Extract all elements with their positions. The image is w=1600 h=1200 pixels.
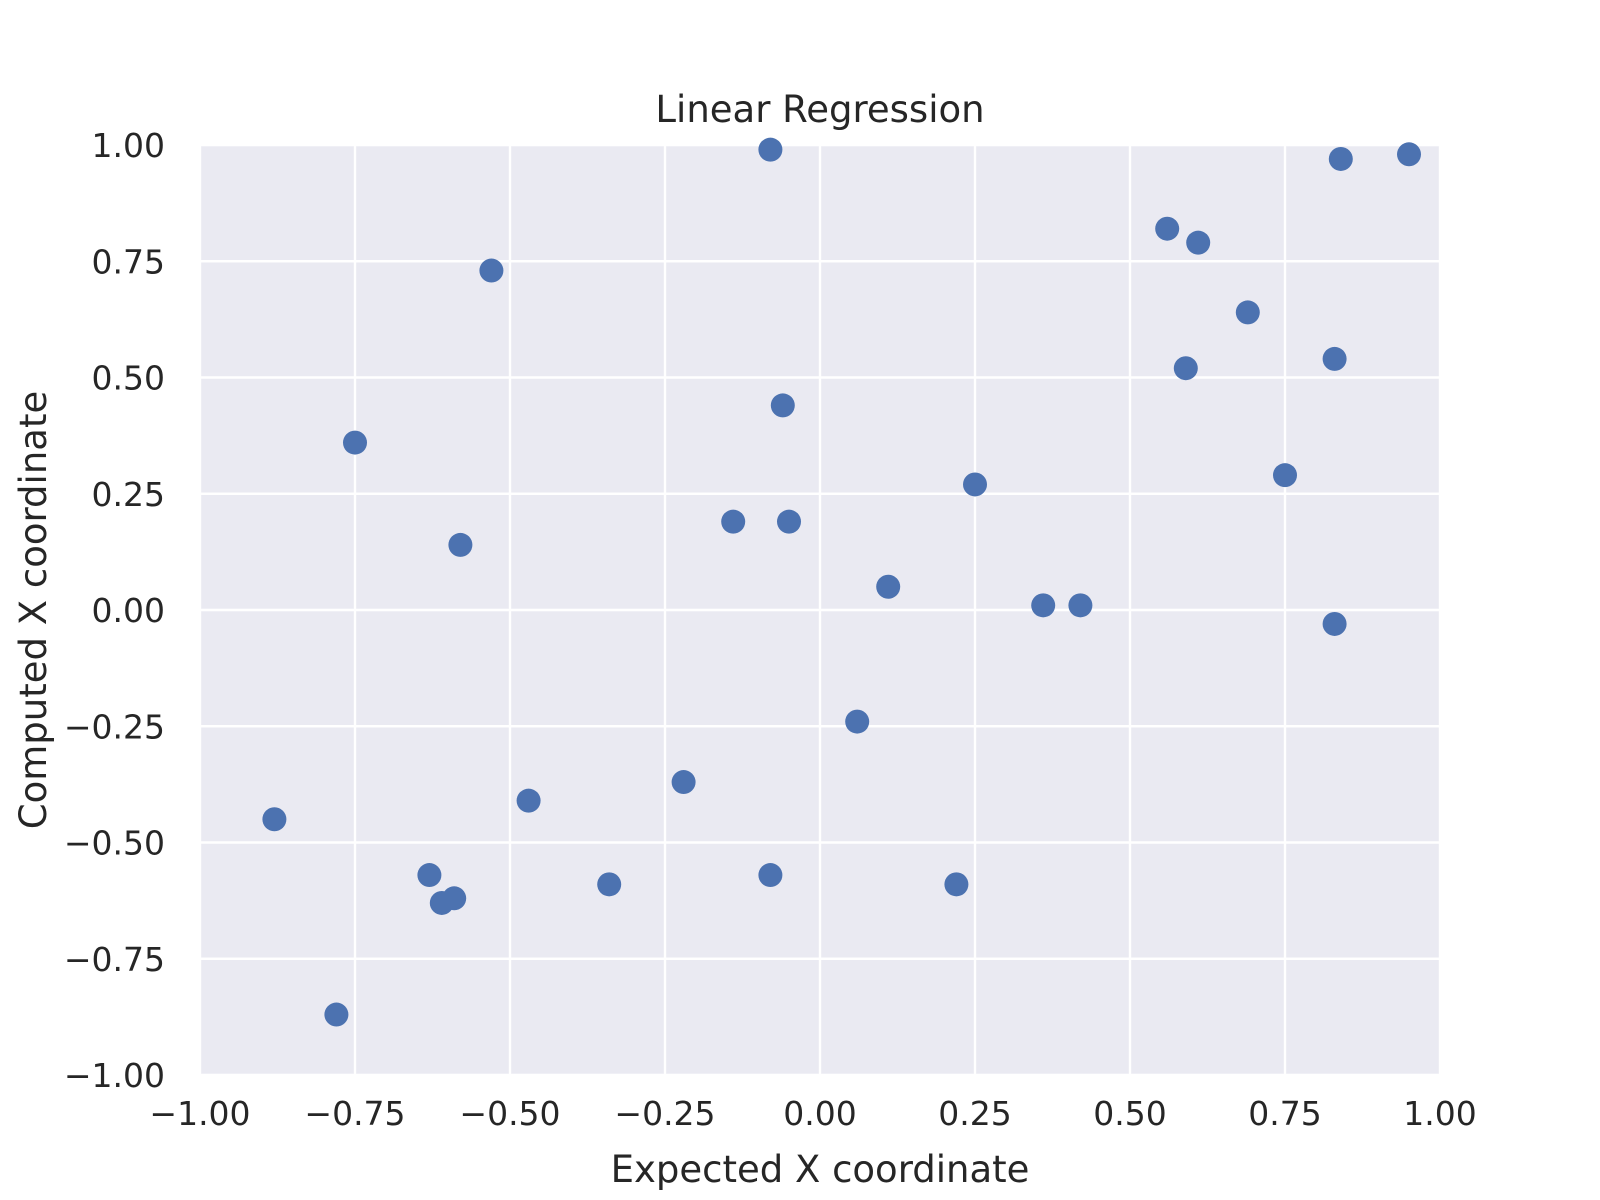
scatter-point [1173, 356, 1198, 381]
scatter-point [479, 258, 504, 283]
data-points [262, 137, 1421, 1027]
x-tick-label: −0.50 [459, 1094, 560, 1133]
scatter-point [262, 807, 287, 832]
scatter-point [1235, 300, 1260, 325]
scatter-point [1322, 346, 1347, 371]
y-axis-label: Computed X coordinate [12, 391, 55, 829]
x-tick-label: 0.50 [1093, 1094, 1166, 1133]
x-tick-label: −1.00 [149, 1094, 250, 1133]
x-tick-label: 0.00 [783, 1094, 856, 1133]
scatter-point [1186, 230, 1211, 255]
scatter-point [1155, 216, 1180, 241]
scatter-point [448, 532, 473, 557]
y-tick-label: −0.25 [64, 707, 165, 746]
scatter-point [671, 770, 696, 795]
scatter-point [1322, 611, 1347, 636]
scatter-point [429, 890, 454, 915]
scatter-point [417, 863, 442, 888]
y-tick-label: −0.50 [64, 824, 165, 863]
y-tick-label: −1.00 [64, 1056, 165, 1095]
y-tick-label: −0.75 [64, 940, 165, 979]
scatter-point [944, 872, 969, 897]
x-tick-label: −0.25 [614, 1094, 715, 1133]
scatter-point [1273, 463, 1297, 488]
y-tick-label: 0.50 [92, 359, 165, 398]
scatter-point [343, 430, 367, 455]
scatter-point [845, 709, 870, 734]
scatter-point [963, 472, 987, 497]
x-axis-ticks: −1.00 −0.75 −0.50 −0.25 0.00 0.25 0.50 0.75 1.00 [149, 1094, 1476, 1133]
x-tick-label: 0.75 [1248, 1094, 1321, 1133]
y-tick-label: 0.25 [92, 475, 165, 514]
scatter-point [1328, 146, 1353, 171]
scatter-point [1068, 593, 1093, 618]
scatter-point [876, 574, 901, 599]
scatter-point [758, 863, 783, 888]
y-tick-label: 0.75 [92, 242, 165, 281]
scatter-point [721, 509, 746, 534]
x-tick-label: 0.25 [938, 1094, 1011, 1133]
scatter-point [597, 872, 622, 897]
scatter-point [1397, 142, 1421, 167]
scatter-point [770, 393, 795, 418]
x-axis-label: Expected X coordinate [611, 1148, 1030, 1191]
grid [198, 143, 1442, 1077]
scatter-point [758, 137, 783, 162]
scatter-point [1031, 593, 1056, 618]
y-axis-ticks: −1.00 −0.75 −0.50 −0.25 0.00 0.25 0.50 0.75 1.00 [64, 126, 165, 1095]
chart-title: Linear Regression [655, 88, 984, 131]
scatter-point [777, 509, 801, 534]
y-tick-label: 1.00 [92, 126, 165, 165]
scatter-point [324, 1002, 349, 1027]
x-tick-label: −0.75 [304, 1094, 405, 1133]
scatter-point [516, 788, 541, 813]
x-tick-label: 1.00 [1403, 1094, 1476, 1133]
y-tick-label: 0.00 [92, 591, 165, 630]
